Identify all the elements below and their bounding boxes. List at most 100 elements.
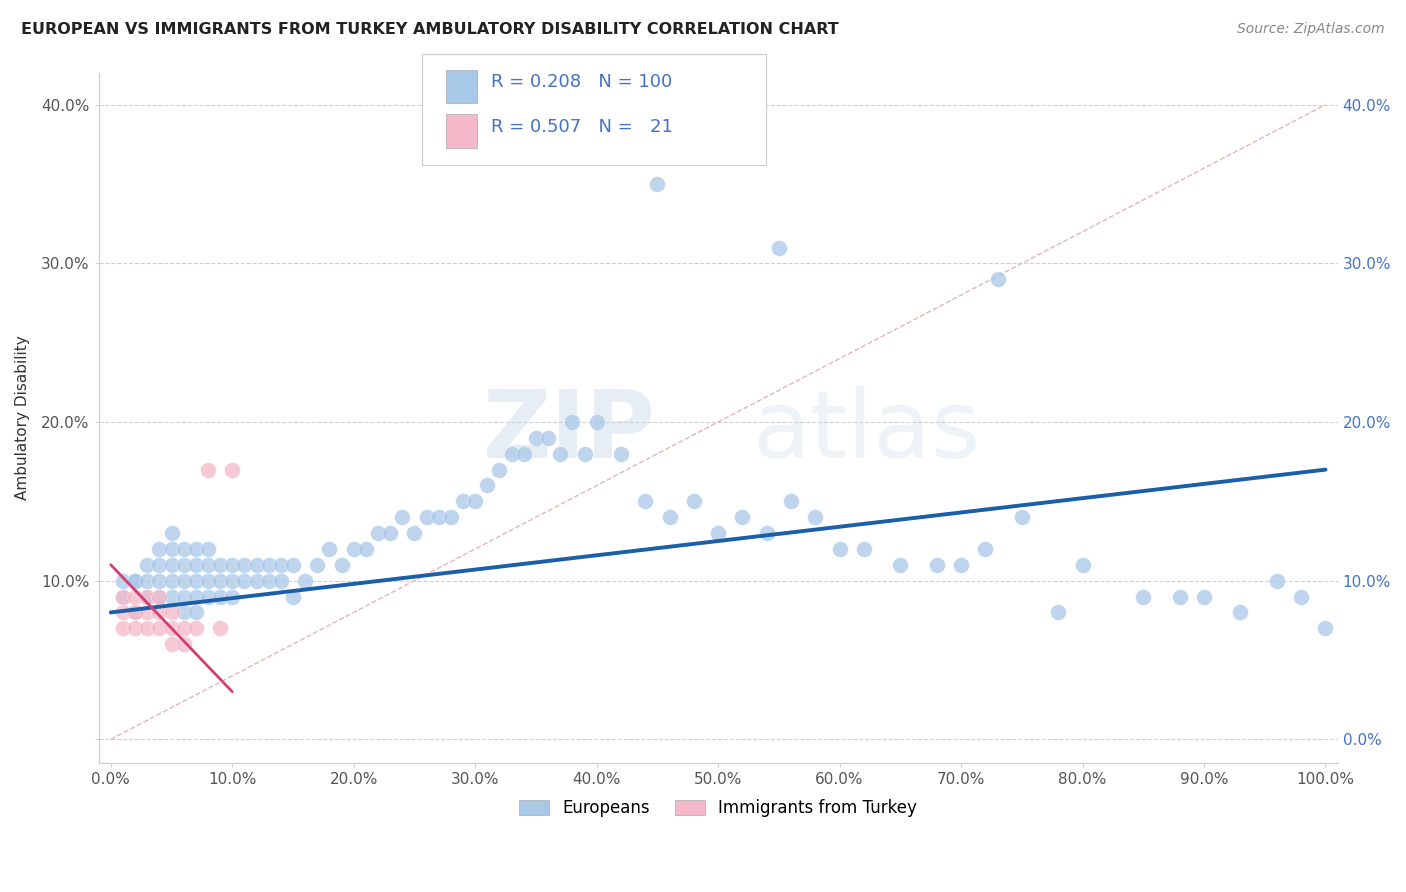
Immigrants from Turkey [184,621,207,635]
Immigrants from Turkey [173,637,195,651]
Europeans [124,574,146,588]
Europeans [925,558,948,572]
Immigrants from Turkey [148,621,170,635]
Europeans [173,558,195,572]
Text: ZIP: ZIP [484,386,655,478]
Europeans [647,177,669,191]
Europeans [257,558,280,572]
Europeans [354,541,377,556]
Europeans [524,431,547,445]
Europeans [1289,590,1312,604]
Europeans [828,541,851,556]
Europeans [184,541,207,556]
Europeans [160,541,183,556]
Europeans [221,574,243,588]
Europeans [950,558,973,572]
Europeans [464,494,486,508]
Immigrants from Turkey [124,621,146,635]
Europeans [367,526,389,541]
Europeans [658,510,681,524]
Europeans [561,415,583,429]
Text: Source: ZipAtlas.com: Source: ZipAtlas.com [1237,22,1385,37]
Europeans [1229,606,1251,620]
Europeans [1047,606,1070,620]
Europeans [148,590,170,604]
Europeans [330,558,353,572]
Europeans [221,590,243,604]
Legend: Europeans, Immigrants from Turkey: Europeans, Immigrants from Turkey [512,792,924,824]
Europeans [1071,558,1094,572]
Immigrants from Turkey [160,637,183,651]
Europeans [634,494,657,508]
Europeans [501,447,523,461]
Immigrants from Turkey [124,590,146,604]
Europeans [451,494,474,508]
Europeans [307,558,329,572]
Europeans [233,558,256,572]
Immigrants from Turkey [111,606,134,620]
Europeans [209,590,232,604]
Europeans [585,415,607,429]
Europeans [294,574,316,588]
Europeans [513,447,536,461]
Europeans [889,558,911,572]
Europeans [221,558,243,572]
Europeans [148,574,170,588]
Europeans [610,447,633,461]
Europeans [1011,510,1033,524]
Europeans [173,541,195,556]
Europeans [391,510,413,524]
Europeans [281,558,304,572]
Europeans [136,558,159,572]
Europeans [160,590,183,604]
Europeans [148,541,170,556]
Immigrants from Turkey [111,590,134,604]
Europeans [440,510,463,524]
Europeans [270,574,292,588]
Europeans [124,606,146,620]
Europeans [548,447,571,461]
Europeans [755,526,778,541]
Europeans [1315,621,1337,635]
Europeans [184,606,207,620]
Europeans [184,558,207,572]
Text: atlas: atlas [752,386,981,478]
Europeans [537,431,560,445]
Europeans [318,541,340,556]
Europeans [1192,590,1215,604]
Immigrants from Turkey [160,606,183,620]
Text: EUROPEAN VS IMMIGRANTS FROM TURKEY AMBULATORY DISABILITY CORRELATION CHART: EUROPEAN VS IMMIGRANTS FROM TURKEY AMBUL… [21,22,839,37]
Europeans [1132,590,1154,604]
Immigrants from Turkey [136,621,159,635]
Text: R = 0.507   N =   21: R = 0.507 N = 21 [491,118,672,136]
Immigrants from Turkey [173,621,195,635]
Europeans [574,447,596,461]
Europeans [245,574,267,588]
Immigrants from Turkey [124,606,146,620]
Europeans [197,590,219,604]
Europeans [197,541,219,556]
Europeans [111,590,134,604]
Europeans [173,590,195,604]
Immigrants from Turkey [160,621,183,635]
Europeans [160,526,183,541]
Europeans [209,574,232,588]
Europeans [136,590,159,604]
Europeans [160,558,183,572]
Europeans [682,494,704,508]
Europeans [111,574,134,588]
Europeans [731,510,754,524]
Europeans [780,494,803,508]
Europeans [404,526,426,541]
Europeans [343,541,366,556]
Europeans [184,574,207,588]
Europeans [257,574,280,588]
Immigrants from Turkey [221,462,243,476]
Europeans [197,574,219,588]
Text: R = 0.208   N = 100: R = 0.208 N = 100 [491,73,672,91]
Europeans [184,590,207,604]
Europeans [415,510,437,524]
Europeans [173,606,195,620]
Europeans [974,541,997,556]
Europeans [209,558,232,572]
